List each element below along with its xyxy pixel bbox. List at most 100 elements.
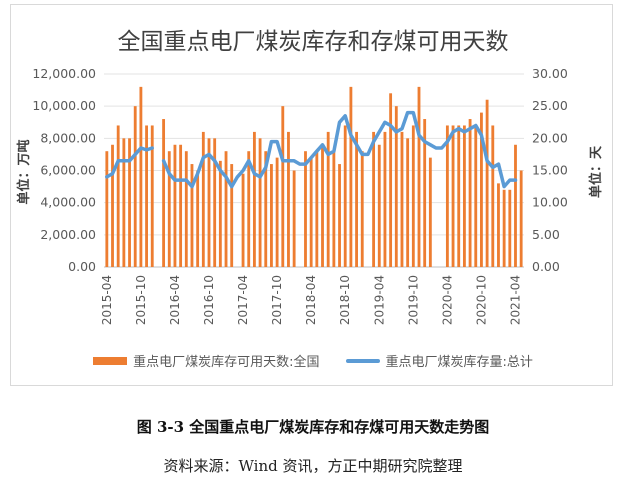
bar [128, 138, 131, 267]
bar [468, 119, 472, 268]
x-tick-label: 2018-04 [304, 275, 318, 325]
y-right-tick-label: 10.00 [532, 195, 568, 210]
bar [508, 189, 512, 267]
y-left-tick-label: 2,000.00 [40, 227, 96, 242]
x-tick-label: 2018-10 [338, 275, 352, 325]
bar [230, 164, 234, 267]
bar [360, 151, 364, 267]
y-right-tick-label: 0.00 [532, 259, 560, 274]
bar [383, 131, 387, 267]
x-tick-label: 2015-10 [134, 275, 148, 325]
bar [167, 151, 171, 267]
bar [292, 170, 296, 267]
bar [252, 131, 256, 267]
bar [150, 125, 154, 267]
x-tick-label: 2017-04 [236, 275, 250, 325]
bar [196, 170, 200, 267]
bar [491, 125, 495, 267]
chart-title: 全国重点电厂煤炭库存和存煤可用天数 [117, 29, 509, 55]
y-right-axis-title: 单位：天 [588, 145, 604, 198]
y-left-tick-label: 8,000.00 [40, 130, 96, 145]
bar [111, 144, 114, 267]
y-left-tick-label: 4,000.00 [40, 195, 96, 210]
chart-legend: 重点电厂煤炭库存可用天数:全国 重点电厂煤炭库存量:总计 [0, 351, 626, 370]
bar [139, 86, 143, 267]
x-tick-label: 2016-04 [168, 275, 182, 325]
bar [519, 170, 523, 267]
bar [462, 125, 466, 267]
y-right-tick-label: 25.00 [532, 98, 568, 113]
bar [406, 138, 410, 267]
bar [497, 183, 500, 267]
bar [145, 125, 148, 267]
bar [338, 164, 341, 267]
y-left-axis-title: 单位：万吨 [16, 139, 32, 204]
y-left-tick-label: 12,000.00 [32, 66, 96, 81]
x-tick-label: 2021-04 [508, 275, 522, 325]
bar [315, 151, 319, 267]
bar [190, 164, 194, 267]
bar [270, 164, 273, 267]
bar [258, 138, 262, 267]
bar [474, 125, 478, 267]
bar [343, 125, 347, 267]
x-tick-label: 2015-04 [100, 275, 114, 325]
bar [372, 131, 376, 267]
x-tick-label: 2020-04 [440, 275, 454, 325]
figure-caption: 图 3-3 全国重点电厂煤炭库存和存煤可用天数走势图 [136, 418, 490, 436]
y-left-tick-label: 10,000.00 [32, 98, 96, 113]
bar [224, 151, 228, 267]
legend-label-bar: 重点电厂煤炭库存可用天数:全国 [133, 355, 320, 370]
y-left-tick-label: 0.00 [68, 259, 96, 274]
bar [451, 125, 455, 267]
bar [247, 151, 251, 267]
bar [394, 106, 398, 268]
x-tick-label: 2020-10 [474, 275, 488, 325]
series-line [161, 110, 518, 189]
bar [423, 119, 427, 268]
x-tick-label: 2019-10 [406, 275, 420, 325]
legend-item-bar: 重点电厂煤炭库存可用天数:全国 [93, 351, 320, 370]
legend-item-line: 重点电厂煤炭库存量:总计 [345, 351, 533, 370]
bar [502, 189, 506, 267]
legend-swatch-bar [93, 356, 128, 365]
legend-swatch-line [345, 358, 380, 363]
legend-label-line: 重点电厂煤炭库存量:总计 [385, 355, 533, 370]
y-right-tick-label: 5.00 [532, 227, 560, 242]
x-tick-label: 2017-10 [270, 275, 284, 325]
bar [105, 151, 109, 267]
bar [321, 144, 324, 267]
bar [417, 86, 421, 267]
bar [184, 151, 188, 267]
bar [332, 151, 336, 267]
x-tick-label: 2016-10 [202, 275, 216, 325]
bar [514, 144, 517, 267]
y-left-tick-label: 6,000.00 [40, 163, 96, 178]
bar [213, 138, 217, 267]
bar [457, 125, 461, 267]
chart-plot: 0.00 2,000.00 4,000.00 6,000.00 8,000.00 10,0… [16, 66, 604, 325]
bar [275, 157, 279, 267]
bar [287, 131, 290, 267]
bar [400, 131, 404, 267]
bar [326, 131, 330, 267]
bar [411, 125, 415, 267]
bar [162, 119, 166, 268]
bar [377, 144, 381, 267]
bar [264, 151, 268, 267]
series-line [105, 146, 154, 179]
bar [241, 173, 245, 267]
bar [179, 144, 183, 267]
y-right-tick-label: 20.00 [532, 130, 568, 145]
bar [485, 99, 489, 267]
bar [218, 160, 222, 267]
y-right-tick-label: 30.00 [532, 66, 568, 81]
bar [201, 131, 205, 267]
y-right-tick-label: 15.00 [532, 163, 568, 178]
bar [355, 131, 358, 267]
bar [122, 138, 126, 267]
bar [389, 93, 393, 267]
x-tick-label: 2019-04 [372, 275, 386, 325]
figure-source: 资料来源：Wind 资讯，方正中期研究院整理 [163, 457, 463, 475]
bar [480, 112, 483, 267]
